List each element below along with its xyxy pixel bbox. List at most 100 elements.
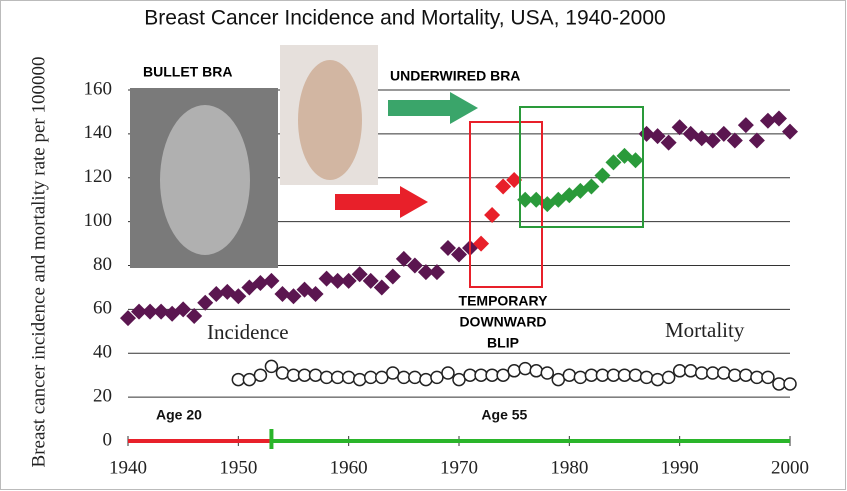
circle-point xyxy=(739,368,753,382)
x-tick-label: 1990 xyxy=(661,457,699,478)
circle-point xyxy=(661,370,676,385)
circle-point xyxy=(650,372,665,387)
diamond-point xyxy=(671,119,688,136)
circle-point xyxy=(286,368,301,382)
diamond-point xyxy=(340,272,357,289)
diamond-point xyxy=(274,286,291,303)
circle-point xyxy=(584,368,599,382)
circle-point xyxy=(330,370,345,385)
rise-box xyxy=(519,106,644,228)
series xyxy=(120,110,798,327)
chart-title: Breast Cancer Incidence and Mortality, U… xyxy=(144,7,665,30)
diamond-point xyxy=(748,132,765,149)
circle-point xyxy=(474,368,488,382)
circle-point xyxy=(441,366,455,380)
circle-point xyxy=(617,368,632,382)
diamond-point xyxy=(252,275,269,292)
circle-point xyxy=(253,368,268,382)
circle-point xyxy=(363,370,378,385)
circle-point xyxy=(761,370,775,385)
diamond-point xyxy=(307,286,324,303)
diamond-point xyxy=(384,268,401,285)
diamond-point xyxy=(120,310,136,327)
diamond-point xyxy=(142,303,159,320)
circle-point xyxy=(419,372,433,387)
circle-point xyxy=(672,364,687,378)
diamond-point xyxy=(594,167,611,184)
y-tick-label: 100 xyxy=(84,210,113,231)
diamond-point xyxy=(627,152,644,169)
circle-point xyxy=(308,368,323,382)
annotation: Mortality xyxy=(665,318,745,342)
diamond-point xyxy=(506,171,523,188)
circle-point xyxy=(728,368,742,382)
annotation: DOWNWARD xyxy=(459,314,546,330)
diamond-point xyxy=(782,123,798,140)
x-tick-label: 1980 xyxy=(550,457,588,478)
annotations xyxy=(130,45,478,268)
diamond-point xyxy=(230,288,247,305)
diamond-point xyxy=(473,235,490,252)
circle-point xyxy=(683,364,698,378)
circle-point xyxy=(242,372,257,387)
highlight-boxes xyxy=(469,106,644,288)
annotation: Incidence xyxy=(207,320,289,344)
diamond-point xyxy=(715,125,732,142)
diamond-point xyxy=(197,294,214,311)
diamond-point xyxy=(517,191,534,208)
age-label: Age 55 xyxy=(481,407,527,423)
y-tick-label: 60 xyxy=(93,298,112,319)
circle-point xyxy=(595,368,610,382)
circle-point xyxy=(341,370,356,385)
diamond-point xyxy=(285,288,302,305)
x-tick-label: 1960 xyxy=(330,457,368,478)
circle-point xyxy=(397,370,411,385)
circle-point xyxy=(772,377,786,391)
circle-point xyxy=(694,366,709,380)
diamond-point xyxy=(175,301,192,318)
x-tick-label: 1970 xyxy=(440,457,478,478)
age-label: Age 20 xyxy=(156,407,202,423)
diamond-point xyxy=(186,307,203,324)
y-axis-label: Breast cancer incidence and mortality ra… xyxy=(28,57,49,468)
y-tick-label: 40 xyxy=(93,342,112,363)
annotation: UNDERWIRED BRA xyxy=(390,68,520,84)
circle-point xyxy=(540,366,555,380)
circle-point xyxy=(606,368,621,382)
x-tick-label: 1950 xyxy=(219,457,257,478)
plot xyxy=(120,110,798,391)
circle-point xyxy=(750,370,764,385)
circle-point xyxy=(562,368,577,382)
y-tick-label: 140 xyxy=(84,122,113,143)
circle-point xyxy=(507,364,521,378)
diamond-point xyxy=(495,178,512,195)
annotation: BLIP xyxy=(487,335,519,351)
circle-point xyxy=(352,372,367,387)
circle-point xyxy=(717,366,731,380)
diamond-point xyxy=(318,270,335,287)
diamond-point xyxy=(351,266,368,283)
diamond-point xyxy=(770,110,787,127)
circle-point xyxy=(639,370,654,385)
circle-point xyxy=(706,366,720,380)
y-tick-label: 160 xyxy=(84,78,113,99)
circle-point xyxy=(783,377,797,391)
annotation: TEMPORARY xyxy=(459,293,549,309)
annotation: BULLET BRA xyxy=(143,64,232,80)
circle-point xyxy=(375,370,389,385)
circle-point xyxy=(551,372,566,387)
circle-point xyxy=(231,372,246,387)
diamond-point xyxy=(439,239,456,256)
arrow xyxy=(388,92,478,124)
diamond-point xyxy=(362,272,379,289)
circle-point xyxy=(430,370,444,385)
diamond-point xyxy=(660,134,677,151)
y-tick-label: 80 xyxy=(93,254,112,275)
series xyxy=(231,359,797,391)
diamond-point xyxy=(737,117,754,134)
circle-point xyxy=(452,372,466,387)
diamond-point xyxy=(428,264,445,281)
diamond-point xyxy=(208,286,225,303)
circle-point xyxy=(573,370,588,385)
